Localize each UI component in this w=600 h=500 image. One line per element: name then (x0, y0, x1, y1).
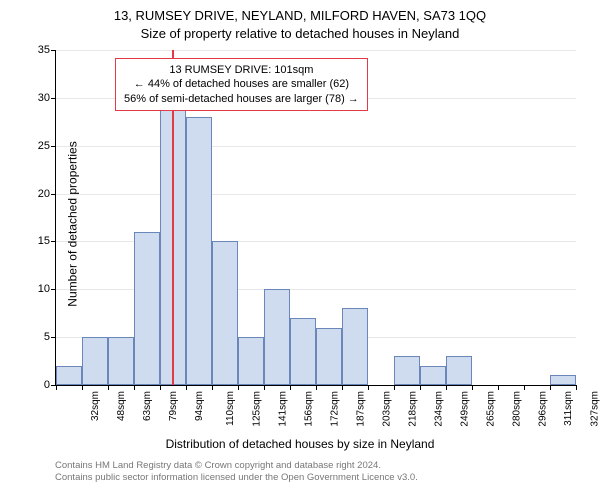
y-tick-label: 0 (44, 379, 50, 391)
x-tick-mark (238, 385, 239, 390)
y-tick-label: 15 (38, 235, 50, 247)
histogram-bar (56, 366, 82, 385)
y-tick-label: 25 (38, 140, 50, 152)
x-tick-mark (316, 385, 317, 390)
x-tick-label: 125sqm (252, 391, 263, 427)
x-tick-mark (446, 385, 447, 390)
x-tick-mark (212, 385, 213, 390)
callout-line-3: 56% of semi-detached houses are larger (… (124, 92, 359, 106)
credit-line-2: Contains public sector information licen… (55, 472, 418, 484)
x-tick-label: 296sqm (538, 391, 549, 427)
x-tick-label: 172sqm (330, 391, 341, 427)
x-tick-label: 265sqm (486, 391, 497, 427)
histogram-bar (316, 328, 342, 385)
histogram-bar (394, 356, 420, 385)
x-tick-label: 156sqm (304, 391, 315, 427)
gridline (56, 146, 576, 147)
histogram-bar (342, 308, 368, 385)
x-tick-label: 218sqm (408, 391, 419, 427)
callout-line-2: ← 44% of detached houses are smaller (62… (124, 77, 359, 91)
x-tick-mark (160, 385, 161, 390)
chart-title-main: 13, RUMSEY DRIVE, NEYLAND, MILFORD HAVEN… (0, 8, 600, 23)
x-tick-label: 94sqm (194, 391, 205, 421)
y-tick-mark (51, 337, 56, 338)
x-tick-label: 79sqm (168, 391, 179, 421)
x-tick-mark (186, 385, 187, 390)
x-tick-label: 327sqm (590, 391, 600, 427)
y-tick-mark (51, 241, 56, 242)
x-tick-mark (498, 385, 499, 390)
histogram-bar (82, 337, 108, 385)
histogram-bar (420, 366, 446, 385)
callout-box: 13 RUMSEY DRIVE: 101sqm ← 44% of detache… (115, 58, 368, 111)
y-tick-label: 5 (44, 331, 50, 343)
histogram-bar (550, 375, 576, 385)
histogram-bar (264, 289, 290, 385)
x-tick-mark (342, 385, 343, 390)
x-tick-mark (134, 385, 135, 390)
x-tick-mark (264, 385, 265, 390)
x-tick-label: 187sqm (356, 391, 367, 427)
x-tick-mark (82, 385, 83, 390)
x-tick-label: 141sqm (278, 391, 289, 427)
y-tick-mark (51, 289, 56, 290)
chart-container: { "titles": { "main": "13, RUMSEY DRIVE,… (0, 0, 600, 500)
y-tick-mark (51, 98, 56, 99)
y-tick-mark (51, 194, 56, 195)
y-tick-mark (51, 50, 56, 51)
x-tick-mark (576, 385, 577, 390)
y-tick-label: 35 (38, 44, 50, 56)
histogram-bar (238, 337, 264, 385)
histogram-bar (186, 117, 212, 385)
y-tick-label: 30 (38, 92, 50, 104)
x-tick-label: 234sqm (434, 391, 445, 427)
callout-line-1: 13 RUMSEY DRIVE: 101sqm (124, 63, 359, 77)
y-axis-label: Number of detached properties (66, 141, 80, 306)
x-tick-label: 48sqm (116, 391, 127, 421)
x-tick-label: 110sqm (225, 391, 236, 426)
histogram-bar (212, 241, 238, 385)
x-tick-label: 311sqm (563, 391, 574, 426)
credit-text: Contains HM Land Registry data © Crown c… (55, 460, 418, 485)
gridline (56, 194, 576, 195)
x-axis-label: Distribution of detached houses by size … (0, 437, 600, 451)
x-tick-mark (290, 385, 291, 390)
x-tick-mark (394, 385, 395, 390)
x-tick-mark (550, 385, 551, 390)
histogram-bar (446, 356, 472, 385)
y-tick-mark (51, 146, 56, 147)
gridline (56, 50, 576, 51)
y-tick-label: 10 (38, 283, 50, 295)
x-tick-mark (368, 385, 369, 390)
x-tick-label: 63sqm (142, 391, 153, 421)
x-tick-mark (524, 385, 525, 390)
x-tick-label: 249sqm (460, 391, 471, 427)
x-tick-label: 32sqm (90, 391, 101, 421)
credit-line-1: Contains HM Land Registry data © Crown c… (55, 460, 418, 472)
x-tick-label: 280sqm (512, 391, 523, 427)
y-tick-label: 20 (38, 188, 50, 200)
x-tick-mark (56, 385, 57, 390)
histogram-bar (108, 337, 134, 385)
x-tick-mark (472, 385, 473, 390)
x-tick-mark (420, 385, 421, 390)
x-tick-label: 203sqm (382, 391, 393, 427)
x-tick-mark (108, 385, 109, 390)
chart-title-sub: Size of property relative to detached ho… (0, 26, 600, 41)
histogram-bar (290, 318, 316, 385)
histogram-bar (134, 232, 160, 385)
